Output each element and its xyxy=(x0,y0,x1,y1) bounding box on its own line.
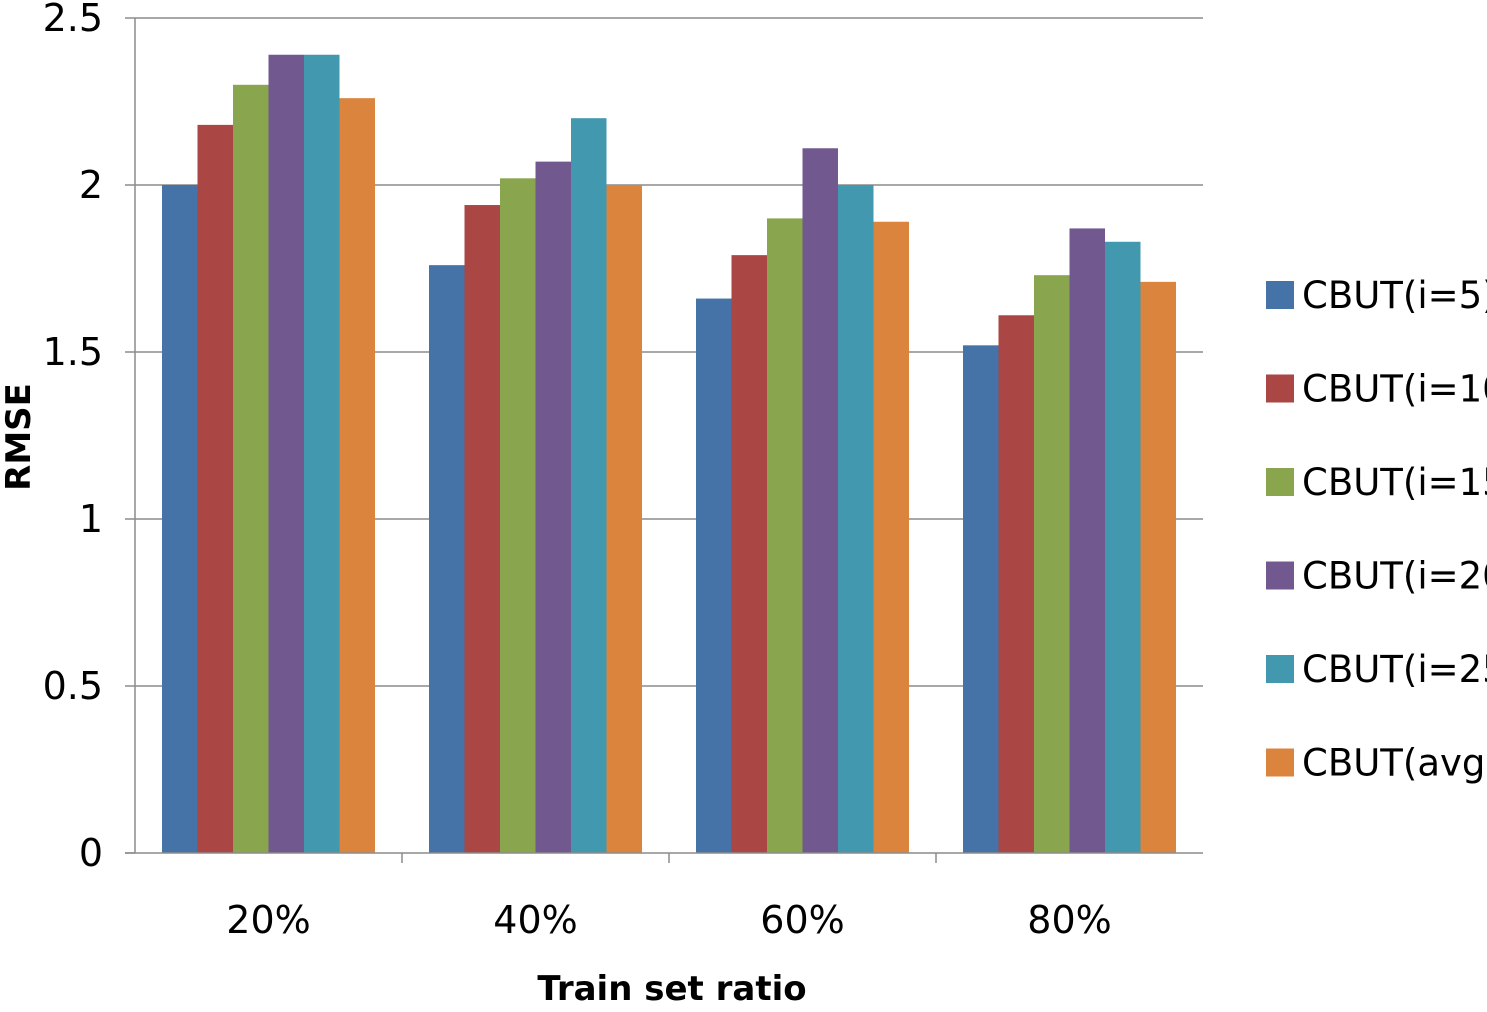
x-tick-label: 60% xyxy=(760,898,844,942)
legend-swatch xyxy=(1266,281,1294,309)
bar xyxy=(802,148,838,853)
legend-label: CBUT(i=5) xyxy=(1302,274,1487,317)
bar xyxy=(873,221,909,854)
x-tick-label: 20% xyxy=(226,898,310,942)
bar xyxy=(963,345,999,853)
bar xyxy=(1140,281,1176,853)
bar xyxy=(1034,275,1070,853)
legend-label: CBUT(avg) xyxy=(1302,742,1487,785)
legend-label: CBUT(i=20) xyxy=(1302,555,1487,598)
y-axis-title: RMSE xyxy=(0,383,39,491)
bar xyxy=(696,298,732,853)
legend-swatch xyxy=(1266,561,1294,590)
bar xyxy=(838,185,874,853)
x-tick-labels: 20% 40% 60% 80% xyxy=(226,898,1111,942)
y-tick-label: 0.5 xyxy=(43,664,103,708)
bar xyxy=(535,161,571,853)
bar xyxy=(339,98,375,853)
bar xyxy=(304,54,340,854)
bar xyxy=(429,265,465,853)
bar xyxy=(571,118,607,853)
legend-label: CBUT(i=15) xyxy=(1302,461,1487,504)
legend-label: CBUT(i=10) xyxy=(1302,368,1487,411)
bar xyxy=(233,84,269,854)
x-tick-label: 40% xyxy=(493,898,577,942)
bar xyxy=(464,205,500,854)
legend: CBUT(i=5) CBUT(i=10) CBUT(i=15) CBUT(i=20) C… xyxy=(1266,274,1487,785)
legend-swatch xyxy=(1266,655,1294,683)
bar xyxy=(1105,241,1141,853)
x-tick-label: 80% xyxy=(1027,898,1111,942)
bars xyxy=(162,54,1176,854)
y-tick-label: 1.5 xyxy=(43,330,103,374)
axes xyxy=(125,18,1203,863)
bar xyxy=(606,185,642,853)
bar xyxy=(1069,228,1105,854)
y-tick-label: 1 xyxy=(79,497,103,541)
bar xyxy=(197,124,233,853)
legend-swatch xyxy=(1266,468,1294,496)
legend-swatch xyxy=(1266,374,1294,403)
x-axis-title: Train set ratio xyxy=(537,969,806,1009)
y-tick-label: 2.5 xyxy=(43,0,103,40)
legend-label: CBUT(i=25) xyxy=(1302,648,1487,691)
bar xyxy=(767,218,803,853)
bar xyxy=(500,178,536,853)
y-tick-label: 0 xyxy=(79,831,103,875)
bar xyxy=(162,185,198,853)
bar xyxy=(268,54,304,854)
bar xyxy=(998,315,1034,853)
bar xyxy=(731,255,767,853)
y-tick-label: 2 xyxy=(79,163,103,207)
legend-swatch xyxy=(1266,748,1294,777)
y-tick-labels: 0 0.5 1 1.5 2 2.5 xyxy=(43,0,103,875)
